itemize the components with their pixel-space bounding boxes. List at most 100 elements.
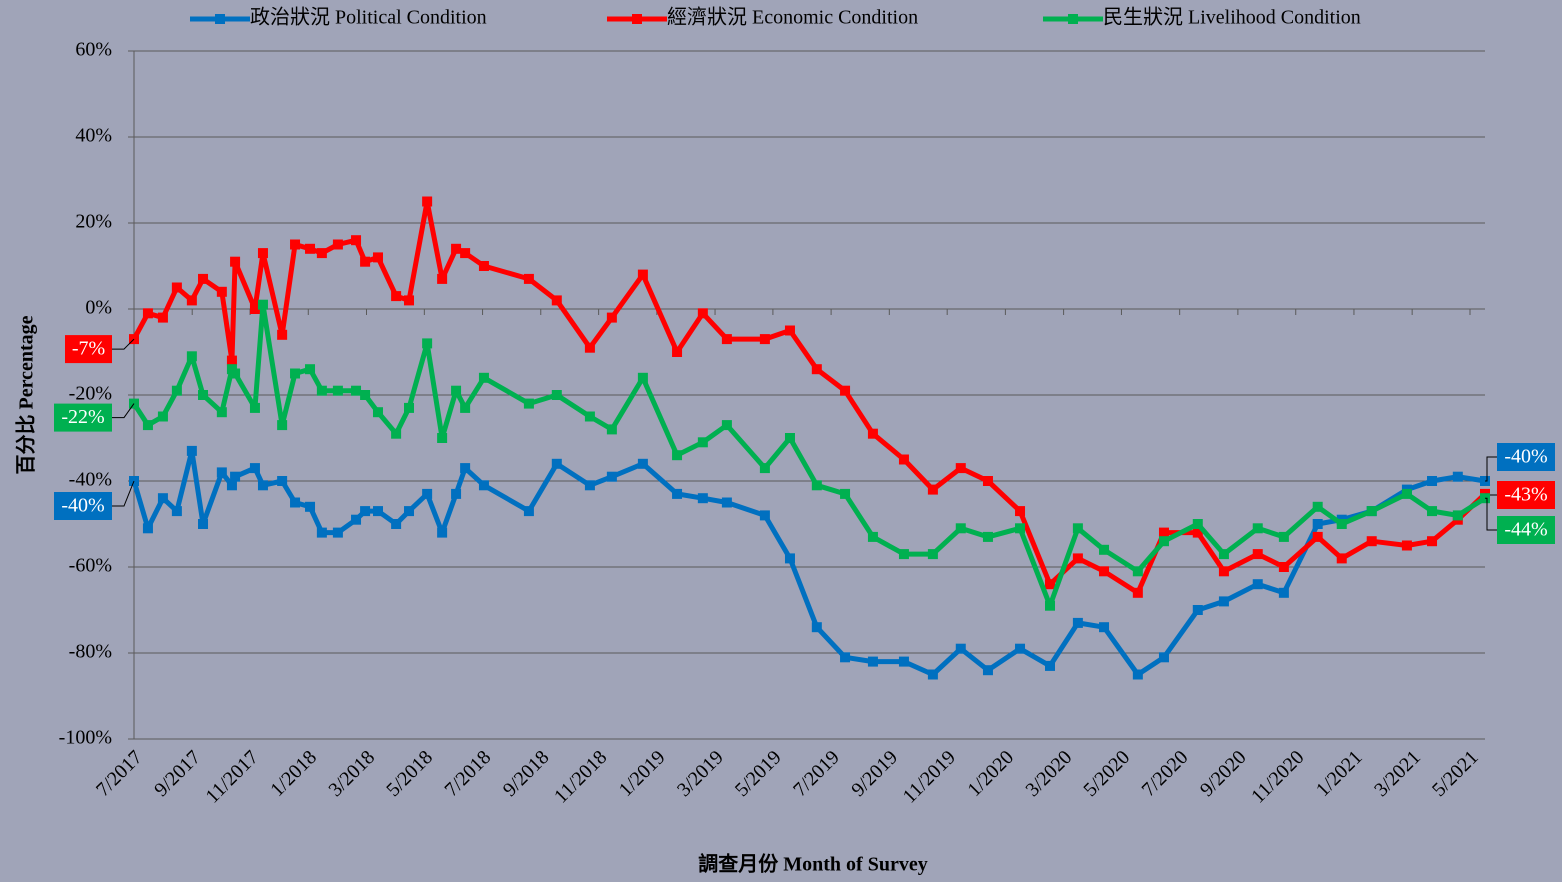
point xyxy=(460,463,471,474)
point xyxy=(811,622,822,633)
y-tick-label: -20% xyxy=(69,383,112,405)
point xyxy=(230,256,241,267)
point xyxy=(784,325,795,336)
point xyxy=(1427,476,1438,486)
point xyxy=(1192,519,1203,529)
point xyxy=(982,531,993,542)
point xyxy=(1252,549,1263,560)
point xyxy=(404,506,415,517)
point xyxy=(478,261,489,271)
point xyxy=(316,248,327,259)
value-label: -44% xyxy=(1504,519,1547,541)
point xyxy=(142,420,153,431)
point xyxy=(226,480,237,491)
point xyxy=(927,549,938,560)
point xyxy=(697,308,708,319)
point xyxy=(1015,506,1026,517)
point xyxy=(606,424,617,435)
point xyxy=(437,273,448,284)
point xyxy=(927,669,938,680)
point xyxy=(637,269,648,280)
point xyxy=(551,390,562,400)
point xyxy=(1132,566,1143,577)
point xyxy=(171,506,182,517)
point xyxy=(422,338,433,349)
point xyxy=(898,549,909,560)
point xyxy=(171,385,182,396)
point xyxy=(451,488,462,499)
point xyxy=(305,243,316,254)
value-label: -7% xyxy=(72,338,105,360)
value-label-box xyxy=(1497,443,1555,471)
point xyxy=(391,519,402,529)
point xyxy=(1099,566,1110,577)
point xyxy=(523,273,534,284)
point xyxy=(391,291,402,302)
point xyxy=(186,351,197,362)
legend-marker xyxy=(215,14,225,24)
value-label-box xyxy=(65,335,112,364)
point xyxy=(1218,566,1229,577)
point xyxy=(460,402,471,413)
point xyxy=(1366,506,1377,517)
point xyxy=(672,450,683,461)
point xyxy=(721,334,732,345)
point xyxy=(404,295,415,306)
point xyxy=(230,368,241,379)
point xyxy=(249,402,260,413)
point xyxy=(290,368,301,379)
point xyxy=(157,411,168,422)
point xyxy=(171,282,182,293)
point xyxy=(867,428,878,439)
point xyxy=(840,488,851,499)
point xyxy=(551,458,562,469)
point xyxy=(305,364,316,375)
point xyxy=(584,480,595,491)
point xyxy=(1072,523,1083,534)
point xyxy=(672,347,683,357)
point xyxy=(1192,605,1203,615)
point xyxy=(1278,562,1289,572)
point xyxy=(867,656,878,667)
point xyxy=(927,484,938,495)
value-label-box xyxy=(54,492,112,520)
point xyxy=(1366,536,1377,547)
point xyxy=(1278,587,1289,598)
point xyxy=(1158,652,1169,663)
point xyxy=(1045,600,1056,611)
point xyxy=(478,480,489,491)
y-tick-label: 60% xyxy=(75,39,112,61)
point xyxy=(637,458,648,469)
y-tick-label: -40% xyxy=(69,469,112,491)
point xyxy=(606,312,617,323)
point xyxy=(305,501,316,512)
point xyxy=(672,488,683,499)
point xyxy=(1158,536,1169,547)
point xyxy=(697,493,708,504)
point xyxy=(372,407,383,418)
point xyxy=(422,196,433,207)
point xyxy=(198,390,209,400)
point xyxy=(697,437,708,448)
point xyxy=(216,407,227,418)
label-leader xyxy=(112,480,135,507)
point xyxy=(606,471,617,482)
point xyxy=(478,372,489,383)
point xyxy=(437,433,448,443)
point xyxy=(249,463,260,474)
point xyxy=(1336,519,1347,529)
point xyxy=(1312,501,1323,512)
point xyxy=(351,235,362,246)
point xyxy=(404,402,415,413)
point xyxy=(186,445,197,456)
point xyxy=(898,454,909,465)
point xyxy=(186,295,197,306)
point xyxy=(1452,510,1463,521)
point xyxy=(249,304,260,314)
value-label: -40% xyxy=(61,495,104,517)
point xyxy=(316,527,327,538)
point xyxy=(257,248,268,259)
point xyxy=(584,411,595,422)
value-label: -40% xyxy=(1504,446,1547,468)
